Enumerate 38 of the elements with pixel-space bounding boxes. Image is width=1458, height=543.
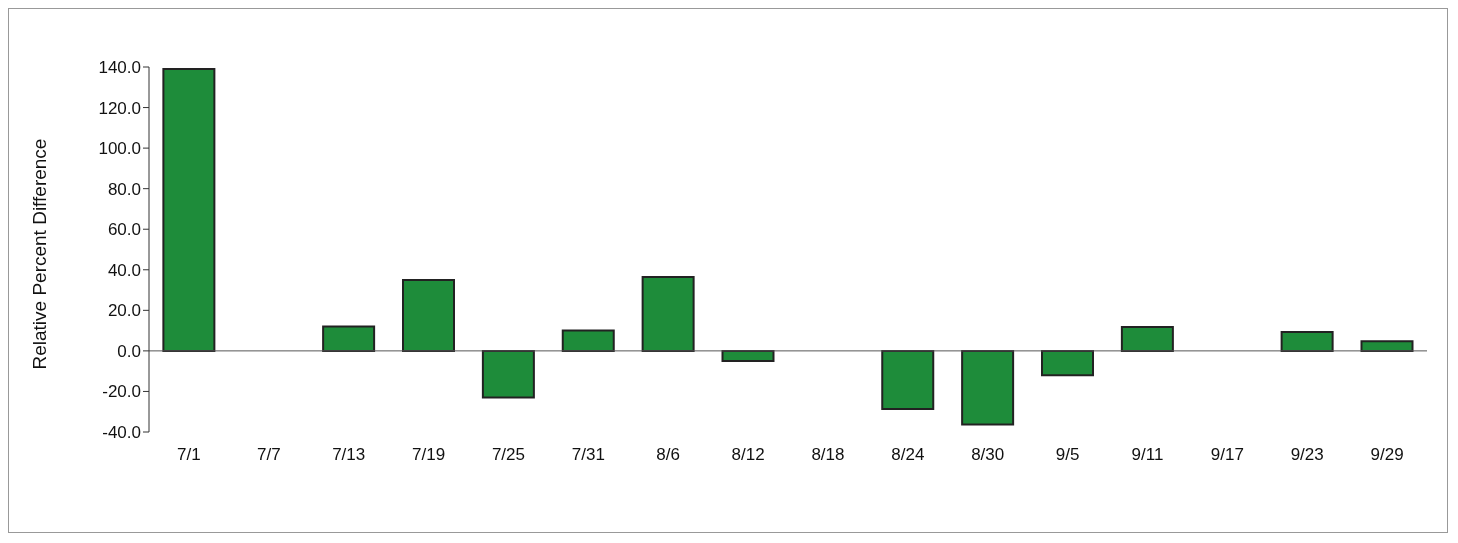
- x-tick-label: 9/23: [1290, 445, 1324, 465]
- x-tick-label: 7/1: [177, 445, 201, 465]
- y-tick-label: 40.0: [107, 260, 141, 280]
- y-tick-label: 0.0: [117, 341, 141, 361]
- y-tick-label: 20.0: [107, 301, 141, 321]
- bar: [641, 275, 695, 352]
- bar: [961, 349, 1015, 426]
- bar: [1120, 325, 1174, 352]
- x-tick-label: 9/11: [1131, 445, 1164, 465]
- x-tick-label: 7/19: [412, 445, 446, 465]
- y-tick-label: 100.0: [98, 139, 141, 159]
- bar: [162, 68, 216, 352]
- bar: [402, 278, 455, 352]
- x-tick-label: 8/6: [656, 445, 681, 465]
- bar: [881, 349, 935, 411]
- y-tick-label: 140.0: [98, 58, 141, 78]
- y-tick-label: -40.0: [102, 423, 141, 443]
- bar: [481, 349, 535, 399]
- x-tick-label: 9/29: [1370, 445, 1404, 465]
- x-tick-label: 7/31: [571, 445, 605, 465]
- x-tick-label: 8/12: [731, 445, 765, 465]
- x-tick-label: 7/25: [491, 445, 525, 465]
- bar: [561, 329, 615, 352]
- x-tick-label: 7/13: [332, 445, 366, 465]
- x-tick-label: 9/17: [1210, 445, 1244, 465]
- y-tick-label: 80.0: [107, 179, 141, 199]
- x-tick-label: 8/24: [891, 445, 925, 465]
- x-tick-label: 8/18: [811, 445, 845, 465]
- x-tick-label: 7/7: [256, 445, 281, 465]
- x-tick-label: 8/30: [971, 445, 1005, 465]
- bar: [1280, 331, 1334, 352]
- x-tick-label: 9/5: [1055, 445, 1080, 465]
- y-tick-label: -20.0: [102, 382, 141, 402]
- y-tick-label: 120.0: [98, 98, 141, 118]
- y-tick-label: 60.0: [107, 220, 141, 240]
- y-axis-title: Relative Percent Difference: [28, 138, 50, 370]
- bar: [1041, 349, 1094, 377]
- bar: [322, 325, 376, 352]
